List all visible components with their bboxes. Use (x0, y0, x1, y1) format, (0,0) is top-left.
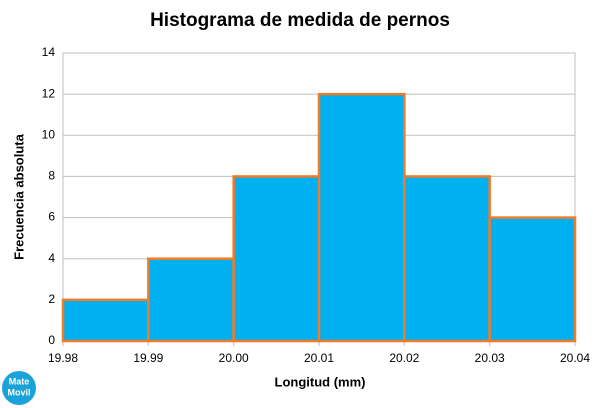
histogram-bar (147, 257, 235, 343)
y-tick-label: 14 (42, 45, 56, 59)
y-axis-label: Frecuencia absoluta (11, 133, 26, 259)
histogram-bar (403, 175, 491, 343)
x-tick-label: 20.02 (389, 351, 419, 365)
watermark-text: Movil (7, 387, 30, 397)
histogram-bar (61, 298, 150, 343)
histogram-bar (232, 175, 321, 343)
y-tick-label: 8 (48, 169, 55, 183)
watermark-text: Mate (9, 376, 30, 386)
y-tick-label: 10 (42, 127, 56, 141)
x-tick-label: 20.01 (304, 351, 334, 365)
histogram-bar (488, 216, 577, 343)
y-tick-label: 0 (48, 333, 55, 347)
watermark: Mate Movil (2, 371, 36, 405)
x-tick-label: 19.98 (48, 351, 78, 365)
histogram-bar (317, 92, 406, 343)
y-tick-label: 6 (48, 210, 55, 224)
x-tick-label: 20.04 (560, 351, 590, 365)
watermark-badge (2, 371, 36, 405)
x-axis-label: Longitud (mm) (275, 374, 366, 389)
x-tick-label: 19.99 (133, 351, 163, 365)
x-tick-label: 20.03 (475, 351, 505, 365)
y-tick-label: 2 (48, 292, 55, 306)
x-tick-label: 20.00 (219, 351, 249, 365)
y-tick-label: 12 (42, 86, 56, 100)
chart-title: Histograma de medida de pernos (150, 10, 450, 31)
y-tick-label: 4 (48, 251, 55, 265)
